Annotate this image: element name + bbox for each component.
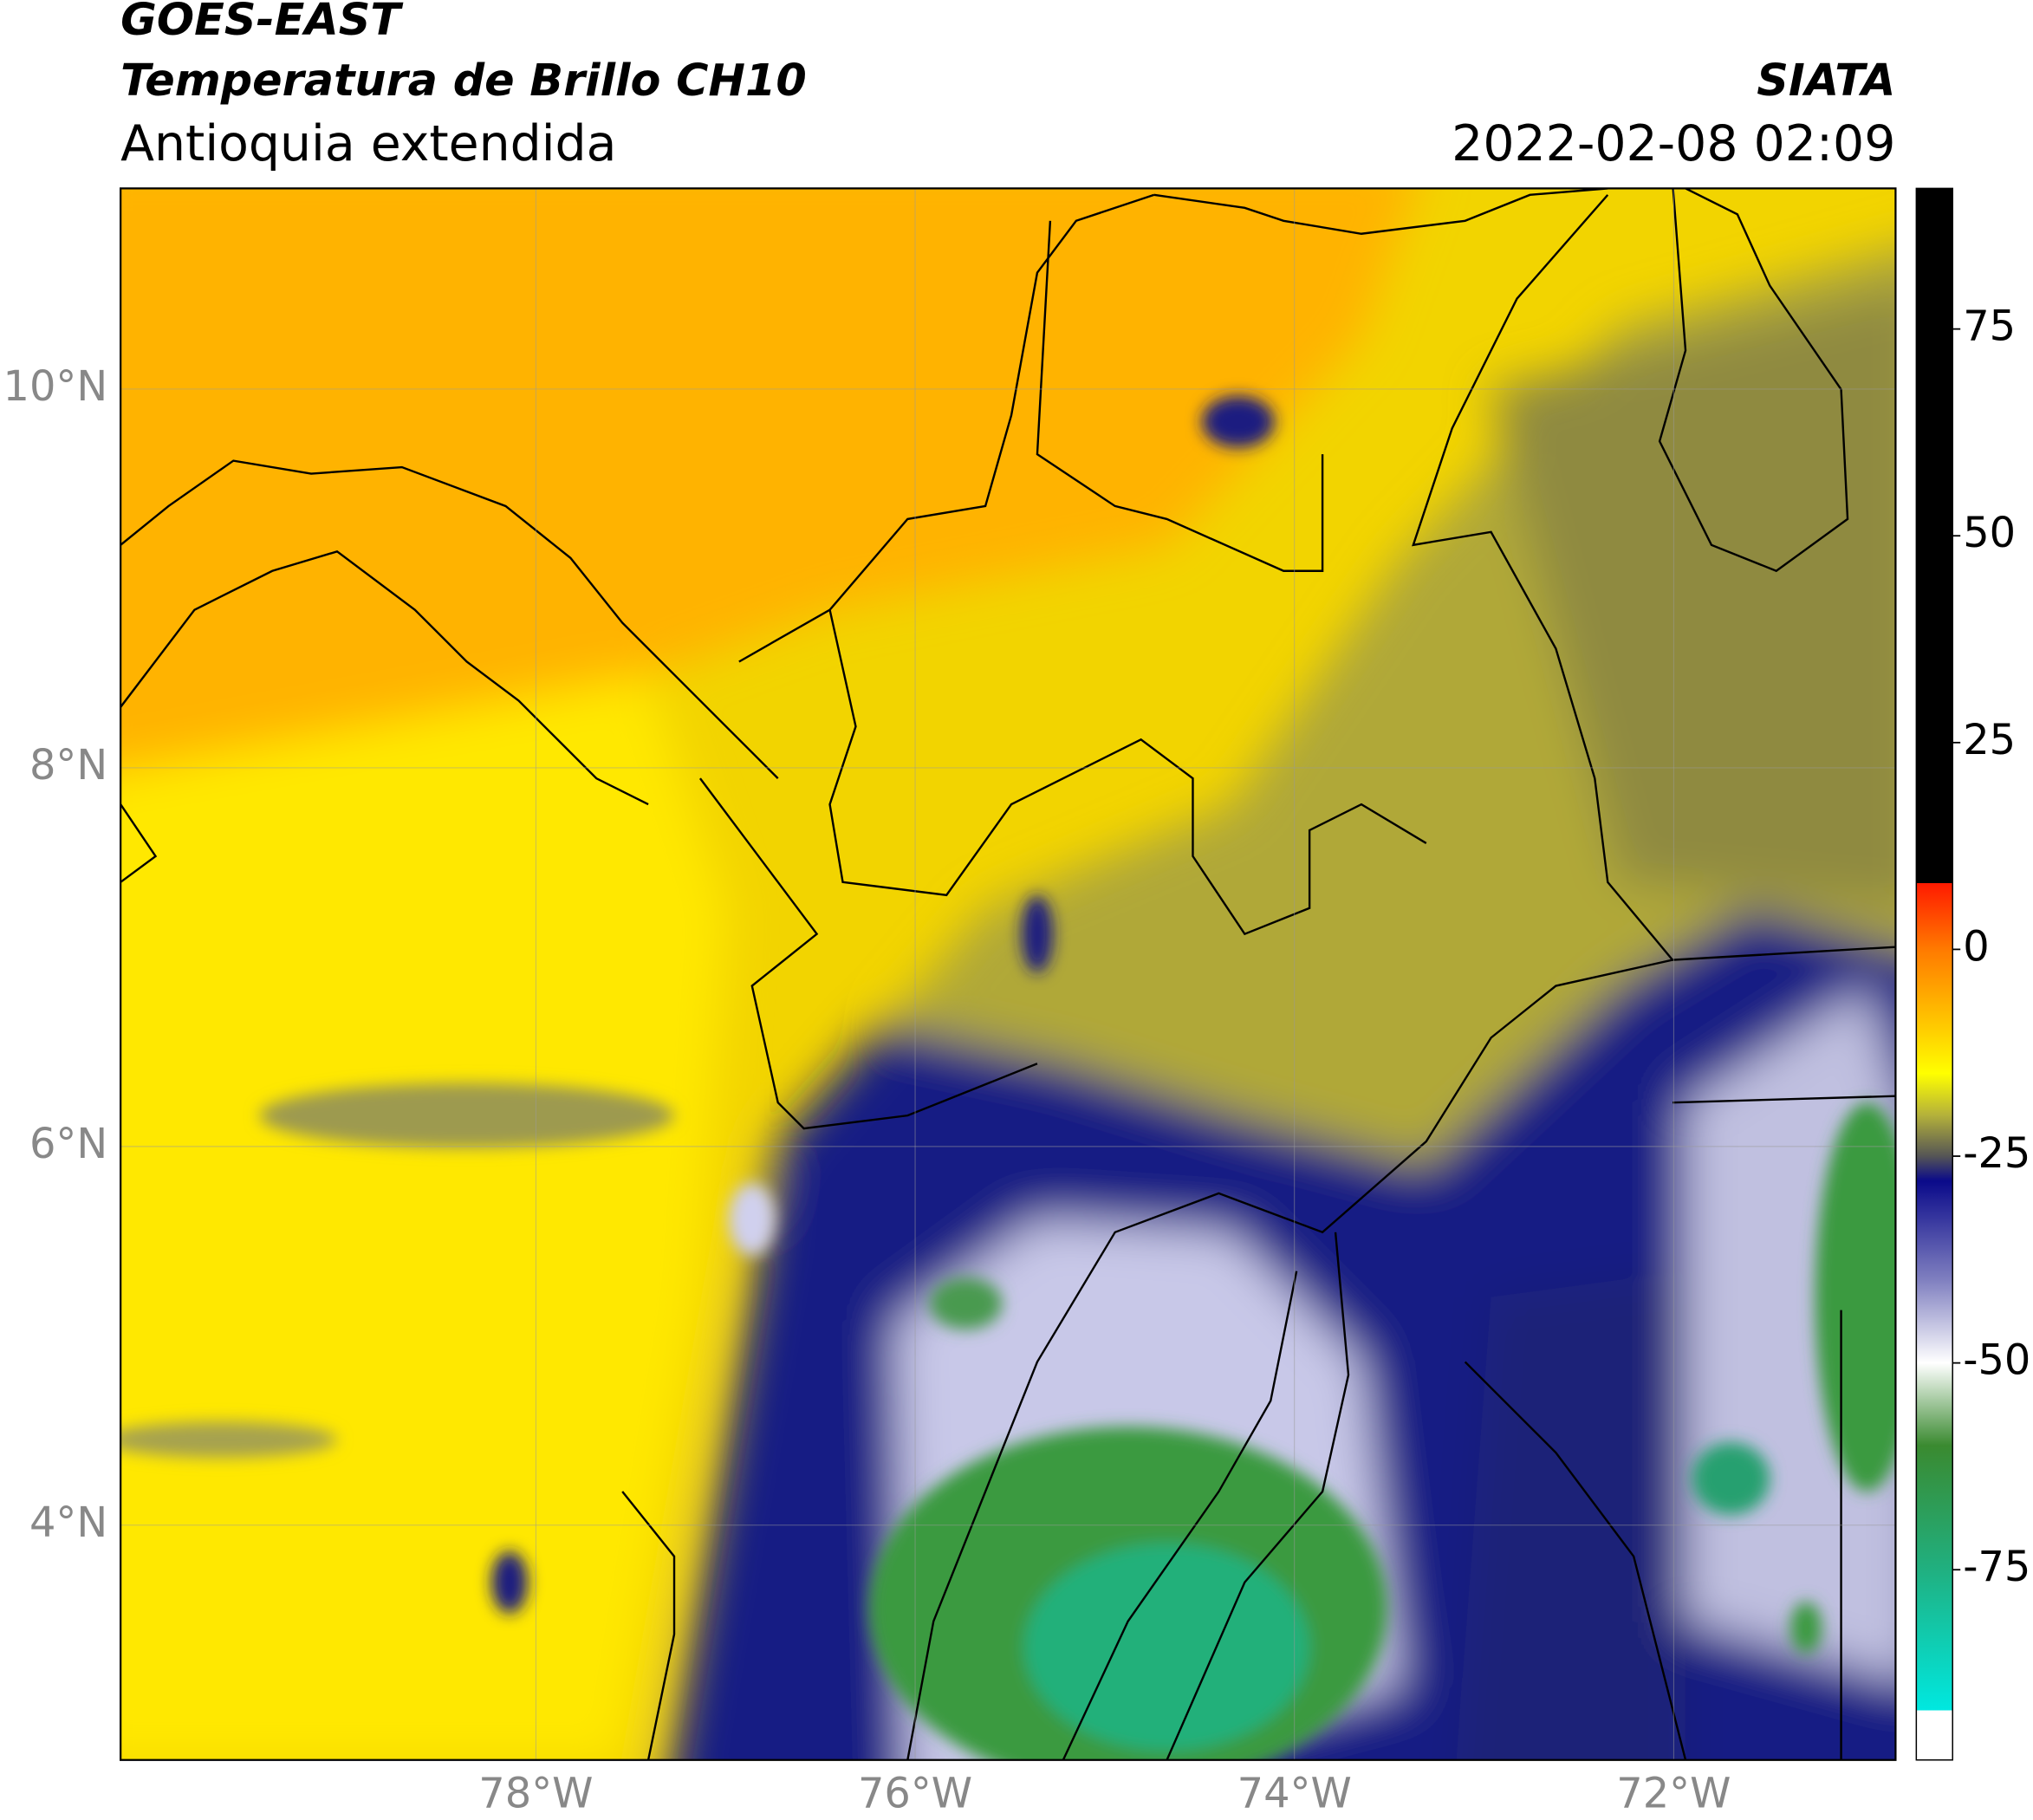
colorbar-tick-label: -75 xyxy=(1963,1544,2030,1591)
x-tick-label: 74°W xyxy=(1237,1771,1352,1818)
region: Antioquia extendida xyxy=(120,115,616,172)
y-tick-label: 10°N xyxy=(3,363,108,411)
colorbar-tick-label: -50 xyxy=(1963,1337,2030,1385)
map-frame xyxy=(120,187,1897,1761)
colorbar-tick-label: 75 xyxy=(1963,303,2016,351)
x-tick-label: 78°W xyxy=(478,1771,593,1818)
colorbar-tick-label: -25 xyxy=(1963,1130,2030,1178)
subtitle: Temperatura de Brillo CH10 xyxy=(120,55,807,106)
x-tick-label: 72°W xyxy=(1616,1771,1731,1818)
agency: SIATA xyxy=(1757,55,1895,106)
colorbar xyxy=(1915,187,1953,1761)
x-tick-label: 76°W xyxy=(858,1771,972,1818)
y-tick-label: 6°N xyxy=(29,1121,107,1168)
satellite-image xyxy=(120,188,1896,1760)
colorbar-tick-label: 50 xyxy=(1963,510,2016,557)
y-tick-label: 8°N xyxy=(29,742,107,790)
datetime: 2022-02-08 02:09 xyxy=(1452,115,1895,172)
y-tick-label: 4°N xyxy=(29,1499,107,1547)
title: GOES-EAST xyxy=(120,0,404,45)
borders xyxy=(120,188,1896,1760)
colorbar-tick-label: 0 xyxy=(1963,923,1989,971)
colorbar-tick-label: 25 xyxy=(1963,717,2016,764)
axes: 78°W 76°W 74°W 72°W 4°N 6°N 8°N 10°N 75 50 25 0 -25 -… xyxy=(3,303,2031,1818)
grid xyxy=(120,188,1896,1760)
